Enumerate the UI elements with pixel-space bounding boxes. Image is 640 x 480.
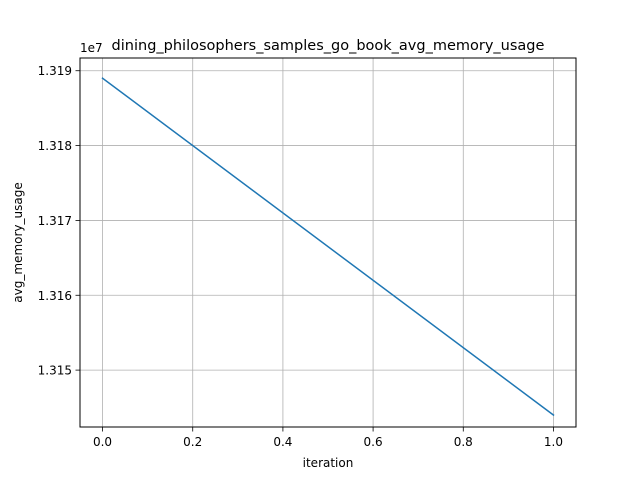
grid	[80, 58, 576, 427]
y-tick-label: 1.317	[38, 214, 72, 228]
x-tick-label: 0.4	[273, 435, 292, 449]
series-layer	[101, 77, 555, 417]
y-tick-label: 1.315	[38, 364, 72, 378]
x-tick-label: 0.2	[183, 435, 202, 449]
y-axis-label: avg_memory_usage	[11, 182, 25, 302]
axes-frame	[79, 57, 577, 428]
y-axis-offset-label: 1e7	[80, 41, 103, 55]
x-tick-label: 0.6	[364, 435, 383, 449]
series-line	[101, 77, 555, 417]
y-axis-ticks: 1.315 1.316 1.317 1.318 1.319	[38, 64, 80, 378]
y-tick-label: 1.318	[38, 139, 72, 153]
x-tick-label: 0.8	[454, 435, 473, 449]
x-tick-label: 1.0	[544, 435, 563, 449]
y-tick-label: 1.316	[38, 289, 72, 303]
chart-title: dining_philosophers_samples_go_book_avg_…	[112, 38, 545, 54]
x-tick-label: 0.0	[93, 435, 112, 449]
y-tick-label: 1.319	[38, 64, 72, 78]
x-axis-ticks: 0.0 0.2 0.4 0.6 0.8 1.0	[93, 427, 563, 449]
x-axis-label: iteration	[303, 456, 354, 470]
